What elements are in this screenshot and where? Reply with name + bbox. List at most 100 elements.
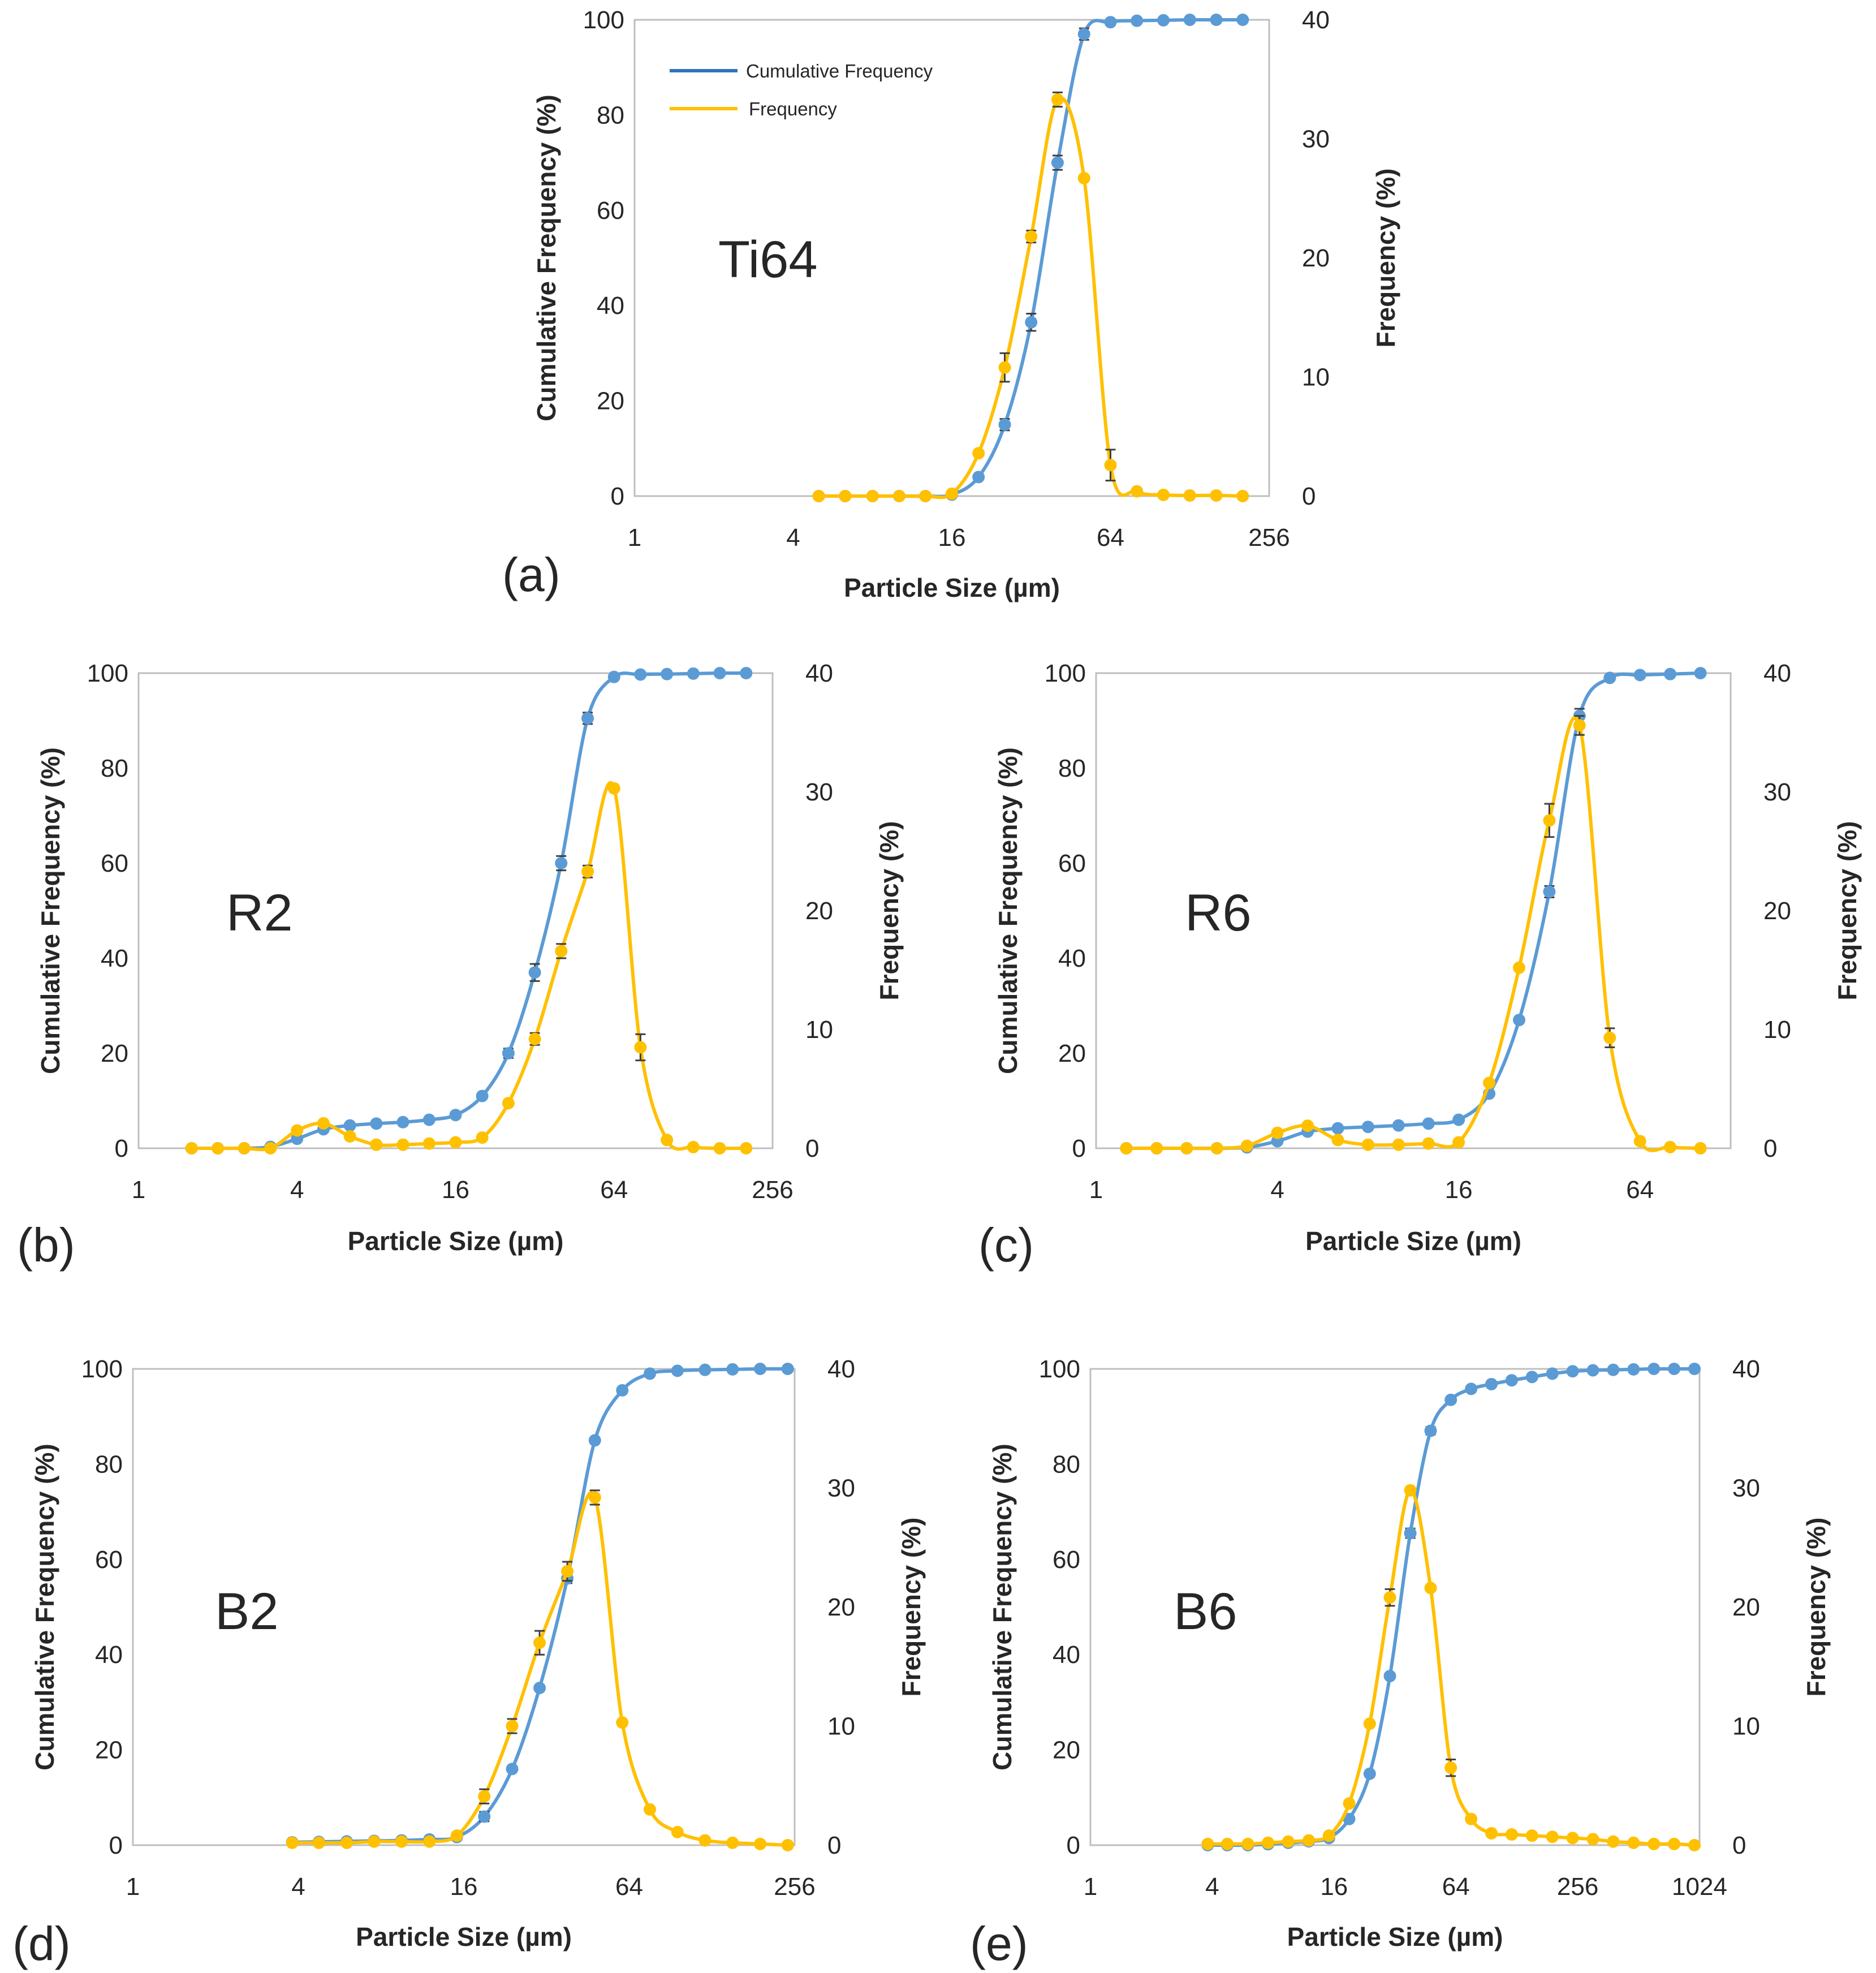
frequency-point bbox=[1452, 1136, 1465, 1149]
y2-tick-label: 40 bbox=[1763, 660, 1791, 687]
panel-label: (d) bbox=[12, 1917, 71, 1970]
frequency-point bbox=[1485, 1826, 1498, 1840]
y2-tick-label: 20 bbox=[1732, 1593, 1760, 1621]
plot-frame bbox=[132, 1368, 796, 1846]
cumulative-frequency-point bbox=[1183, 14, 1196, 26]
cumulative-frequency-point bbox=[972, 471, 985, 484]
frequency-point bbox=[1301, 1119, 1314, 1132]
frequency-point bbox=[1303, 1834, 1316, 1847]
y-tick-label: 20 bbox=[1053, 1737, 1080, 1764]
frequency-point bbox=[1180, 1142, 1193, 1154]
y-tick-label: 80 bbox=[1053, 1450, 1080, 1478]
cumulative-frequency-point bbox=[1633, 669, 1646, 682]
x-tick-label: 1 bbox=[1084, 1873, 1097, 1901]
y-tick-label: 100 bbox=[583, 6, 624, 34]
frequency-point bbox=[291, 1124, 304, 1137]
frequency-point bbox=[1262, 1836, 1275, 1849]
chart-panel-c: 0 20 40 60 80 100 0 10 20 30 40 1 4 16 64 Particle Size… bbox=[978, 660, 1862, 1272]
cumulative-frequency-point bbox=[1210, 14, 1223, 26]
cumulative-frequency-point bbox=[1566, 1365, 1579, 1378]
frequency-point bbox=[1120, 1142, 1133, 1154]
frequency-point bbox=[555, 945, 568, 958]
cumulative-frequency-point bbox=[1331, 1122, 1344, 1135]
x-tick-label: 256 bbox=[1248, 524, 1290, 552]
y-tick-label: 80 bbox=[95, 1450, 123, 1478]
frequency-point bbox=[726, 1836, 739, 1849]
chart-panel-b: 0 20 40 60 80 100 0 10 20 30 40 1 4 16 64 256 Particle S… bbox=[17, 660, 904, 1272]
cumulative-frequency-point bbox=[1104, 16, 1117, 29]
frequency-point bbox=[1648, 1837, 1661, 1850]
frequency-series bbox=[1120, 715, 1707, 1154]
frequency-series bbox=[812, 91, 1249, 502]
cumulative-frequency-point bbox=[607, 670, 620, 683]
cumulative-frequency-point bbox=[616, 1384, 629, 1397]
frequency-point bbox=[1688, 1839, 1701, 1851]
x-tick-label: 256 bbox=[1557, 1873, 1598, 1901]
frequency-point bbox=[1525, 1829, 1538, 1842]
frequency-point bbox=[343, 1130, 356, 1143]
frequency-point bbox=[1104, 459, 1117, 472]
frequency-series bbox=[286, 1489, 794, 1851]
y2-tick-label: 30 bbox=[805, 778, 833, 806]
cumulative-frequency-point bbox=[1422, 1117, 1435, 1130]
cumulative-frequency-series bbox=[812, 14, 1249, 502]
frequency-point bbox=[264, 1142, 277, 1154]
y2-tick-label: 10 bbox=[1302, 364, 1330, 391]
cumulative-frequency-point bbox=[1525, 1371, 1538, 1384]
panel-label: (b) bbox=[17, 1218, 75, 1272]
cumulative-frequency-point bbox=[1485, 1377, 1498, 1390]
frequency-point bbox=[998, 361, 1011, 374]
frequency-point bbox=[588, 1491, 601, 1504]
frequency-point bbox=[866, 490, 879, 502]
legend-label-cumulative: Cumulative Frequency bbox=[746, 61, 933, 81]
x-tick-label: 1 bbox=[132, 1176, 145, 1204]
frequency-series bbox=[185, 781, 753, 1154]
frequency-point bbox=[1361, 1138, 1374, 1151]
cumulative-frequency-point bbox=[698, 1363, 711, 1376]
frequency-point bbox=[1201, 1837, 1214, 1850]
frequency-line bbox=[292, 1490, 788, 1847]
cumulative-frequency-point bbox=[1077, 28, 1090, 41]
y-tick-label: 100 bbox=[81, 1355, 123, 1383]
frequency-point bbox=[370, 1138, 383, 1151]
cumulative-frequency-point bbox=[588, 1434, 601, 1447]
plot-frame bbox=[1089, 1368, 1701, 1846]
y2-tick-label: 30 bbox=[1302, 126, 1330, 153]
y2-axis-label: Frequency (%) bbox=[896, 1518, 926, 1697]
x-tick-label: 4 bbox=[291, 1873, 305, 1901]
panel-label: (e) bbox=[970, 1917, 1028, 1970]
legend-label-frequency: Frequency bbox=[749, 98, 837, 119]
cumulative-frequency-point bbox=[1051, 156, 1064, 169]
cumulative-frequency-point bbox=[671, 1364, 684, 1377]
panel-label: (a) bbox=[502, 548, 560, 601]
frequency-point bbox=[1183, 489, 1196, 502]
cumulative-frequency-point bbox=[1627, 1363, 1640, 1376]
y2-tick-label: 30 bbox=[827, 1475, 855, 1502]
cumulative-frequency-point bbox=[713, 667, 726, 679]
x-tick-label: 4 bbox=[1205, 1873, 1219, 1901]
panel-label: (c) bbox=[978, 1218, 1034, 1272]
y2-tick-label: 0 bbox=[827, 1832, 841, 1859]
frequency-point bbox=[1566, 1832, 1579, 1845]
cumulative-frequency-point bbox=[754, 1363, 767, 1375]
cumulative-frequency-point bbox=[396, 1115, 409, 1128]
frequency-point bbox=[1664, 1140, 1677, 1153]
cumulative-frequency-point bbox=[1404, 1527, 1417, 1540]
y-tick-label: 0 bbox=[115, 1135, 128, 1162]
frequency-point bbox=[528, 1032, 541, 1045]
y-tick-label: 100 bbox=[1039, 1355, 1080, 1383]
x-tick-label: 256 bbox=[752, 1176, 793, 1204]
frequency-point bbox=[1424, 1582, 1437, 1595]
y2-tick-label: 0 bbox=[1763, 1135, 1777, 1162]
x-tick-label: 16 bbox=[1445, 1176, 1473, 1204]
y-axis-label: Cumulative Frequency (%) bbox=[532, 94, 561, 421]
y-tick-label: 60 bbox=[95, 1546, 123, 1574]
cumulative-frequency-point bbox=[740, 667, 753, 679]
frequency-point bbox=[185, 1142, 198, 1154]
frequency-point bbox=[671, 1825, 684, 1838]
frequency-point bbox=[1513, 961, 1526, 974]
y-tick-label: 0 bbox=[1072, 1135, 1086, 1162]
cumulative-frequency-point bbox=[422, 1113, 435, 1126]
frequency-point bbox=[502, 1097, 515, 1110]
